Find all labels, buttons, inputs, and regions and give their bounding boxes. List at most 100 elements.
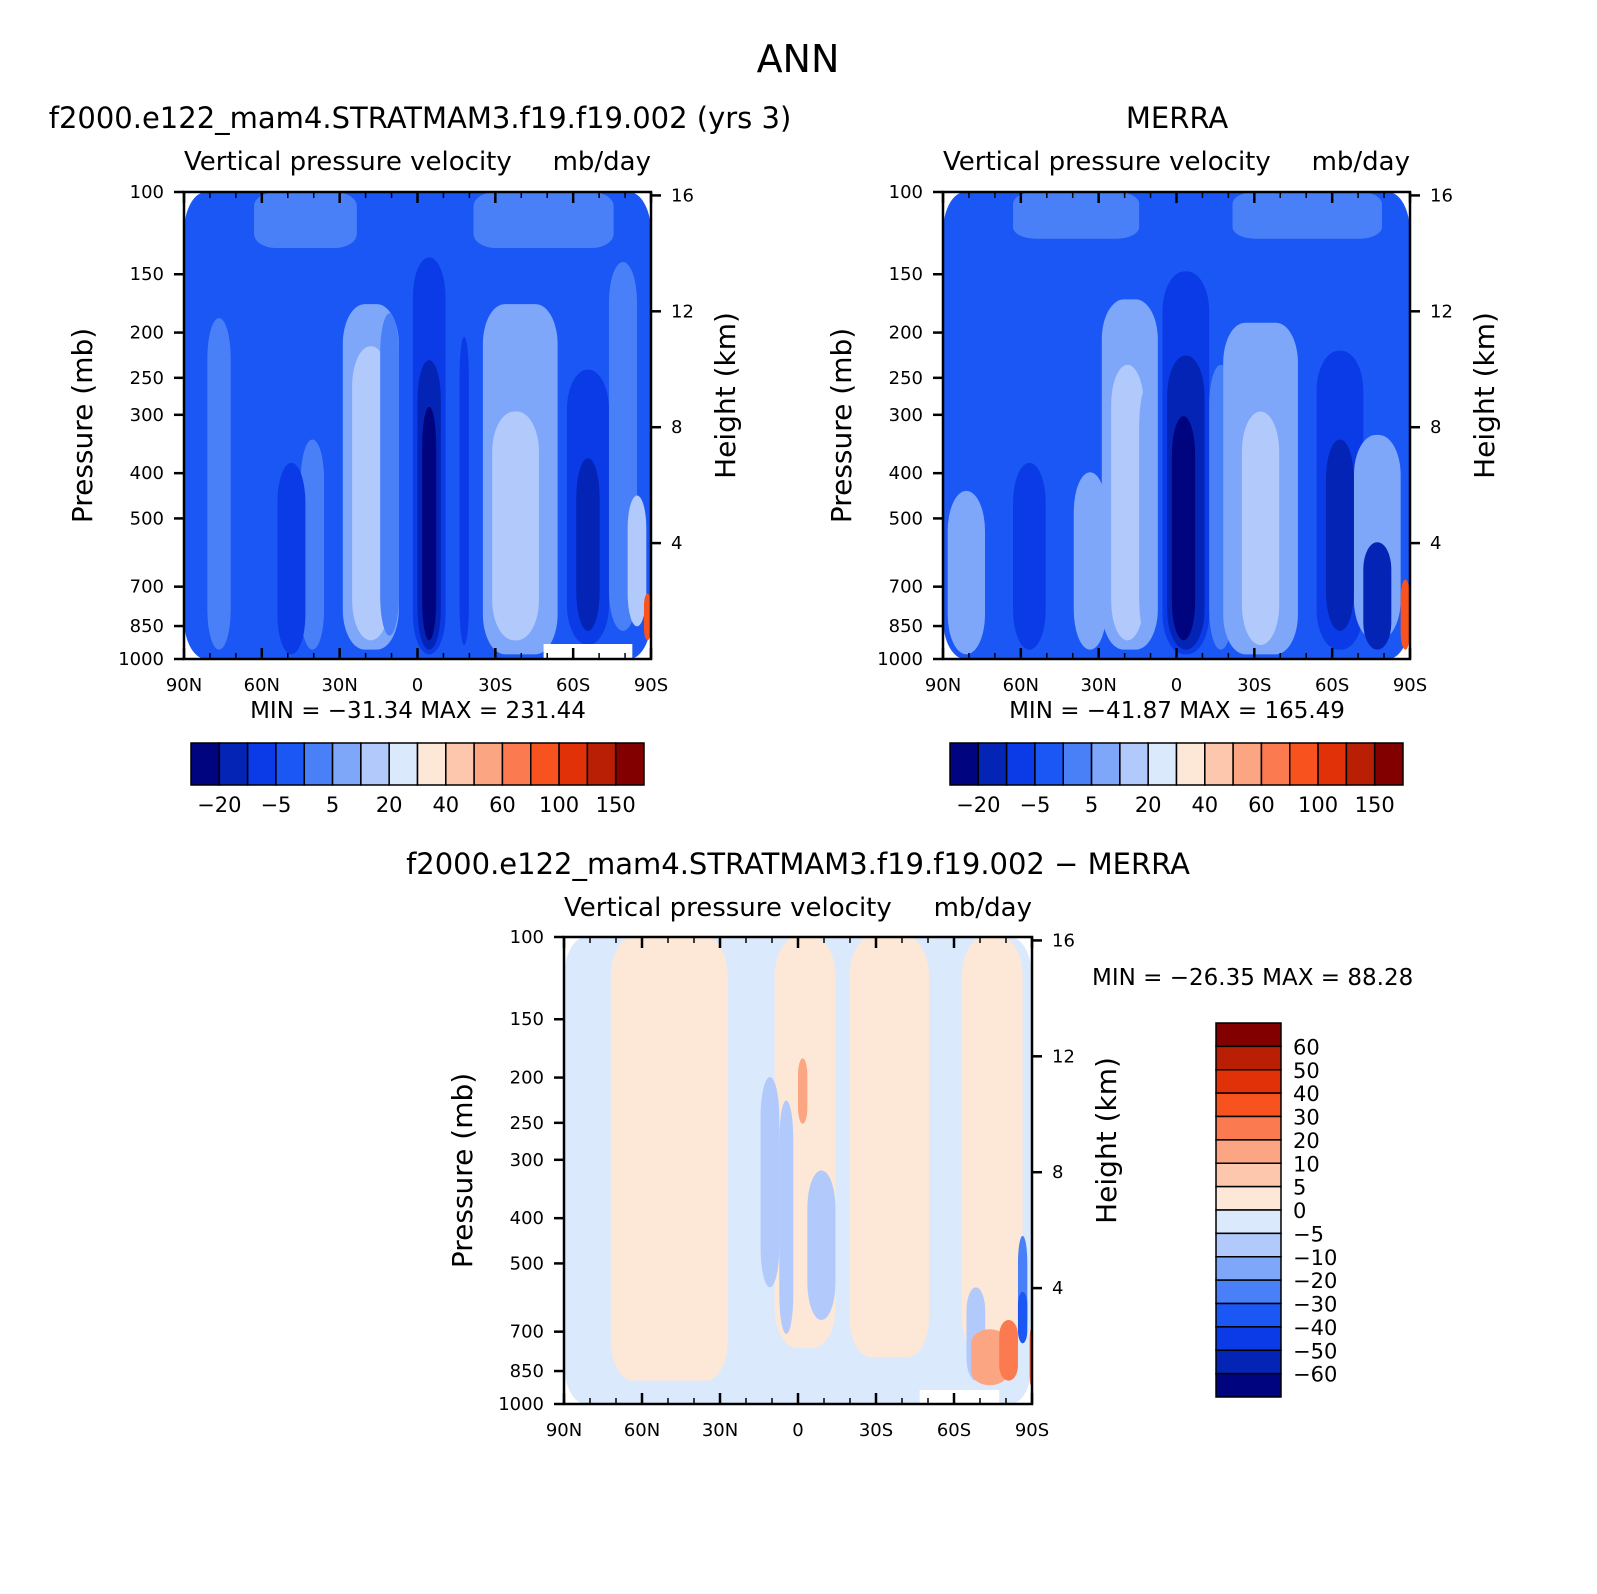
colorbar-box <box>388 742 419 786</box>
colorbar-box <box>1175 742 1206 786</box>
x-tick-label: 30S <box>1237 675 1271 696</box>
colorbar-label: −30 <box>1293 1293 1337 1317</box>
panel-title: f2000.e122_mam4.STRATMAM3.f19.f19.002 − … <box>406 847 1190 881</box>
x-tick-label: 60S <box>937 1420 971 1441</box>
y-tick-label: 200 <box>130 323 164 344</box>
colorbar-label: −10 <box>1293 1246 1337 1270</box>
figure-title: ANN <box>757 37 840 81</box>
contour-fill <box>1171 416 1196 641</box>
colorbar-box <box>218 742 249 786</box>
subtitle-right: mb/day <box>1312 147 1410 177</box>
colorbar-label: 100 <box>1298 793 1338 817</box>
contour-fill <box>961 937 1023 1358</box>
contour-fill <box>610 937 728 1381</box>
y2-tick-label: 4 <box>1052 1278 1063 1299</box>
colorbar-box <box>1317 742 1348 786</box>
colorbar-box <box>473 742 504 786</box>
colorbar-box <box>530 742 560 786</box>
contour-fill <box>277 462 306 655</box>
y-tick-label: 250 <box>510 1113 544 1134</box>
x-tick-label: 90N <box>166 675 202 696</box>
y-tick-label: 100 <box>510 927 544 948</box>
y-tick-label: 700 <box>130 577 164 598</box>
contour-fill <box>1325 439 1354 631</box>
y2-tick-label: 8 <box>671 417 682 438</box>
colorbar-label: −40 <box>1293 1316 1337 1340</box>
x-tick-label: 30N <box>1080 675 1116 696</box>
colorbar-label: 60 <box>1293 1035 1320 1059</box>
contour-fill <box>380 313 399 636</box>
colorbar-label: 60 <box>489 793 516 817</box>
panel-title: MERRA <box>1126 101 1228 135</box>
colorbar-box <box>1215 1302 1282 1328</box>
x-tick-label: 0 <box>1171 675 1182 696</box>
colorbar-box <box>416 742 447 786</box>
colorbar-box <box>1215 1279 1282 1305</box>
y-tick-label: 500 <box>889 508 923 529</box>
colorbar-label: 20 <box>1293 1129 1320 1153</box>
contour-fill <box>999 1319 1018 1381</box>
y2-tick-label: 12 <box>1430 301 1453 322</box>
y-tick-label: 300 <box>510 1150 544 1171</box>
colorbar-box <box>1215 1326 1282 1351</box>
colorbar-box <box>501 742 532 786</box>
x-tick-label: 30N <box>702 1420 738 1441</box>
contour-fill <box>473 192 614 249</box>
contour-fill <box>352 346 390 641</box>
contour-fill <box>1073 472 1107 650</box>
y-tick-label: 700 <box>510 1322 544 1343</box>
x-tick-label: 30S <box>859 1420 893 1441</box>
contour-fill <box>1013 192 1140 239</box>
contour-fill <box>254 192 357 249</box>
colorbar-label: 150 <box>596 793 636 817</box>
y-tick-label: 150 <box>130 264 164 285</box>
y-tick-label: 500 <box>130 508 164 529</box>
colorbar-box <box>614 742 645 786</box>
colorbar-box <box>1215 1069 1282 1094</box>
contour-fill <box>300 439 325 650</box>
subtitle-left: Vertical pressure velocity <box>943 147 1271 177</box>
y-tick-label: 700 <box>889 577 923 598</box>
colorbar-box <box>977 742 1008 786</box>
x-tick-label: 90S <box>1393 675 1427 696</box>
colorbar-label: 30 <box>1293 1106 1320 1130</box>
contour-fill <box>947 490 986 655</box>
colorbar-box <box>303 742 334 786</box>
y2-axis-label: Height (km) <box>1468 312 1501 479</box>
colorbar-label: 20 <box>1135 793 1162 817</box>
x-tick-label: 90S <box>634 675 668 696</box>
y-tick-label: 1000 <box>877 649 923 670</box>
y2-tick-label: 12 <box>1052 1046 1075 1067</box>
y2-axis-label: Height (km) <box>709 312 742 479</box>
contour-fill <box>1232 192 1382 239</box>
y2-tick-label: 4 <box>1430 533 1441 554</box>
colorbar-label: −20 <box>1293 1269 1337 1293</box>
colorbar-label: −5 <box>260 793 291 817</box>
panel-title: f2000.e122_mam4.STRATMAM3.f19.f19.002 (y… <box>49 101 792 135</box>
x-tick-label: 90N <box>546 1420 582 1441</box>
x-tick-label: 0 <box>412 675 423 696</box>
colorbar-label: 5 <box>326 793 339 817</box>
contour-fill <box>1111 364 1144 641</box>
colorbar-box <box>445 742 475 786</box>
contour-fill <box>643 593 651 641</box>
colorbar-box <box>1005 742 1036 786</box>
obs-panel: MERRA Vertical pressure velocity mb/day 90N… <box>825 101 1501 817</box>
y-tick-label: 100 <box>889 182 923 203</box>
subtitle-right: mb/day <box>934 893 1032 923</box>
y-tick-label: 150 <box>889 264 923 285</box>
subtitle-right: mb/day <box>553 147 651 177</box>
colorbar-box <box>1147 742 1178 786</box>
y-tick-label: 400 <box>510 1208 544 1229</box>
colorbar-box <box>1215 1022 1282 1048</box>
model-panel: f2000.e122_mam4.STRATMAM3.f19.f19.002 (y… <box>49 101 792 817</box>
colorbar-label: −5 <box>1019 793 1050 817</box>
colorbar-box <box>1119 742 1149 786</box>
colorbar-box <box>1215 1372 1282 1398</box>
y-tick-label: 200 <box>510 1068 544 1089</box>
contour-fill <box>1241 411 1280 645</box>
colorbar-box <box>1062 742 1093 786</box>
colorbar-label: −5 <box>1293 1222 1324 1246</box>
y2-tick-label: 16 <box>1052 930 1075 951</box>
